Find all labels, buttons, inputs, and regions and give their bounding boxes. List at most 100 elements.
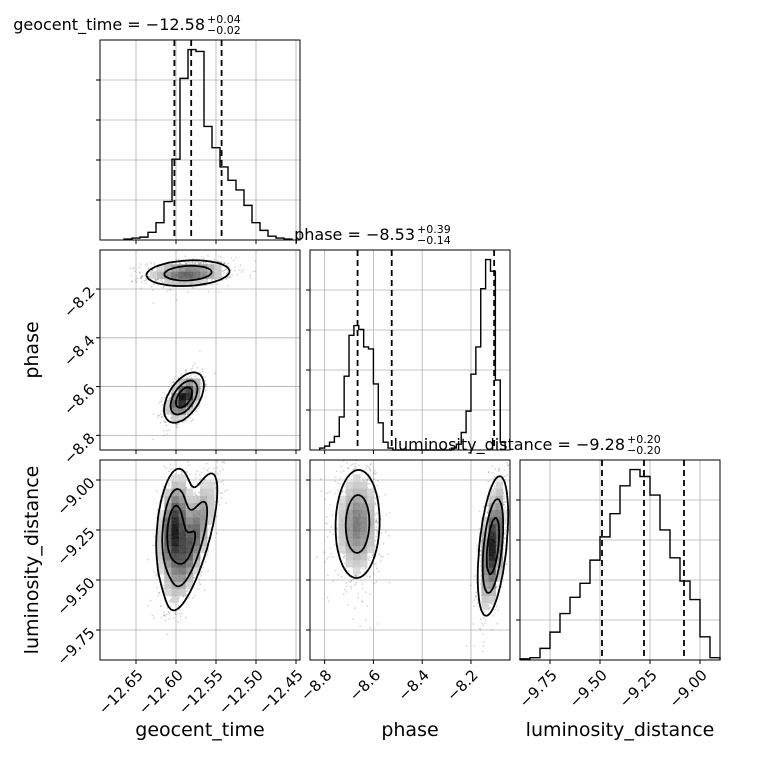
sample-point	[165, 421, 167, 424]
sample-point	[507, 464, 509, 467]
sample-point	[213, 467, 215, 470]
sample-point	[367, 557, 370, 560]
sample-point	[503, 544, 505, 547]
sample-point	[511, 547, 513, 549]
sample-point	[361, 601, 363, 603]
sample-point	[139, 271, 141, 274]
sample-point	[388, 512, 391, 514]
y-tick-label-luminosity_distance: −9.75	[53, 624, 98, 669]
sample-point	[369, 575, 371, 578]
sample-point	[504, 537, 507, 540]
sample-point	[223, 262, 226, 264]
sample-point	[203, 589, 206, 592]
sample-point	[232, 453, 234, 455]
sample-point	[222, 483, 225, 486]
sample-point	[234, 269, 236, 272]
sample-point	[202, 454, 204, 456]
sample-point	[214, 471, 217, 473]
density-cell	[360, 560, 368, 568]
density-cell	[185, 560, 194, 568]
density-cell	[157, 271, 165, 279]
sample-point	[249, 274, 252, 277]
hist-panel-phase: phase = −8.53 +0.39−0.14	[294, 223, 511, 451]
sample-point	[504, 506, 506, 509]
sample-point	[197, 588, 200, 590]
sample-point	[191, 261, 194, 264]
sample-point	[473, 599, 476, 601]
sample-point	[204, 376, 207, 379]
sample-point	[172, 617, 175, 619]
sample-point	[165, 424, 168, 427]
sample-point	[180, 374, 183, 376]
density-cell	[338, 538, 347, 547]
sample-point	[379, 560, 382, 562]
sample-point	[199, 262, 202, 264]
sample-point	[163, 614, 166, 617]
density-cell	[192, 567, 201, 575]
sample-point	[220, 496, 223, 499]
density-cell	[214, 264, 222, 272]
sample-point	[157, 414, 160, 417]
sample-point	[140, 281, 143, 284]
grid-phase	[310, 250, 510, 450]
sample-point	[355, 575, 358, 578]
sample-point	[179, 615, 182, 618]
sample-point	[186, 589, 189, 592]
sample-point	[211, 284, 214, 286]
sample-point	[192, 418, 194, 421]
sample-point	[133, 267, 136, 269]
sample-point	[355, 452, 357, 454]
contour-level-3	[175, 386, 193, 409]
sample-point	[154, 662, 156, 664]
x-tick-label-phase: −8.8	[297, 666, 335, 704]
density-cell	[345, 517, 354, 525]
sample-point	[354, 440, 356, 442]
sample-point	[163, 392, 166, 394]
density-cell	[345, 524, 354, 532]
sample-point	[161, 396, 164, 399]
sample-point	[226, 277, 228, 280]
sample-point	[355, 574, 357, 577]
density-cell	[164, 560, 172, 568]
sample-point	[175, 298, 178, 301]
sample-point	[497, 609, 500, 612]
density-cells	[150, 264, 222, 422]
density-cell	[488, 545, 497, 554]
density-cell	[192, 495, 201, 504]
sample-point	[162, 496, 165, 498]
density-cell	[345, 552, 354, 561]
sample-point	[157, 414, 160, 417]
sample-point	[487, 471, 490, 474]
sample-point	[158, 401, 161, 404]
sample-point	[202, 262, 205, 265]
sample-point	[140, 277, 143, 279]
sample-point	[184, 616, 187, 619]
sample-point	[198, 262, 200, 265]
sample-point	[368, 555, 371, 558]
sample-point	[378, 553, 381, 556]
sample-point	[476, 544, 478, 547]
sample-point	[169, 600, 172, 603]
sample-point	[152, 283, 155, 286]
sample-point	[143, 279, 146, 282]
sample-point	[161, 416, 164, 419]
density-cell	[345, 481, 354, 489]
sample-point	[199, 350, 201, 353]
sample-point	[130, 280, 133, 283]
density-cell	[171, 271, 179, 279]
sample-point	[231, 274, 233, 277]
density-cell	[192, 517, 201, 525]
sample-point	[140, 275, 143, 278]
panel-frame	[99, 39, 301, 241]
density-cell	[495, 481, 504, 489]
sample-point	[375, 521, 377, 524]
sample-point	[169, 397, 172, 400]
sample-point	[170, 467, 173, 470]
sample-point	[186, 471, 188, 473]
sample-point	[179, 262, 182, 265]
sample-point	[343, 562, 346, 565]
sample-point	[150, 286, 153, 288]
density-cell	[200, 488, 208, 497]
sample-point	[334, 569, 337, 572]
grid-luminosity_distance	[520, 460, 720, 660]
